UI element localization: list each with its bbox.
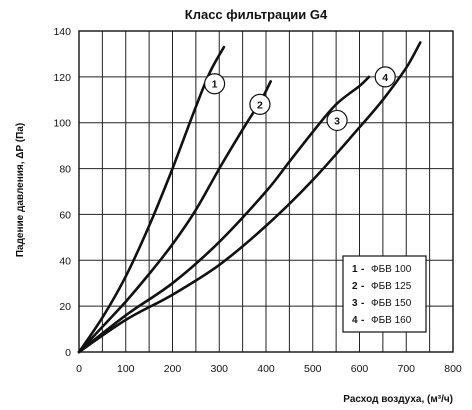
legend-item-dash: - (361, 315, 364, 326)
legend-item: 4- ФБВ 160 (352, 315, 412, 326)
legend-item-label: ФБВ 100 (371, 264, 412, 275)
legend-item-label: ФБВ 125 (371, 281, 412, 292)
series-marker-label: 1 (212, 79, 218, 91)
legend-item-number: 3 (352, 298, 358, 309)
series-marker-2: 2 (249, 93, 271, 115)
series-marker-label: 4 (382, 72, 388, 84)
y-axis-label: Падение давления, ΔP (Па) (15, 123, 26, 257)
legend-item: 1- ФБВ 100 (352, 264, 412, 275)
x-tick-label: 300 (210, 363, 228, 375)
y-tick-label: 0 (65, 347, 71, 359)
series-marker-3: 3 (326, 109, 348, 132)
y-tick-label: 60 (59, 209, 71, 221)
legend-item-dash: - (361, 281, 364, 292)
x-tick-label: 400 (257, 363, 275, 375)
chart-title: Класс фильтрации G4 (185, 7, 328, 22)
legend-item-number: 4 (352, 315, 358, 326)
x-tick-label: 800 (444, 363, 462, 375)
y-tick-label: 120 (53, 72, 71, 84)
x-tick-label: 700 (397, 363, 415, 375)
y-tick-label: 40 (59, 255, 71, 267)
legend-item: 3- ФБВ 150 (352, 298, 412, 309)
legend-item-label: ФБВ 160 (371, 315, 412, 326)
x-tick-label: 600 (351, 363, 369, 375)
legend-item-number: 1 (352, 264, 358, 275)
tick-labels: 0 100 200 300 400 500 600 700 800 0 20 40 60 80 100 120… (53, 26, 461, 375)
series-line-3 (77, 75, 371, 354)
legend-item-number: 2 (352, 281, 358, 292)
series-marker-circle (374, 66, 396, 88)
x-axis-label: Расход воздуха, (м³/ч) (343, 394, 453, 405)
series-markers: 1 2 3 4 (203, 66, 396, 132)
series-marker-circle (203, 73, 226, 95)
series-marker-label: 2 (257, 99, 263, 111)
series-marker-circle (249, 93, 271, 115)
legend-item-label: ФБВ 150 (371, 298, 412, 309)
plot-frame (78, 30, 454, 353)
x-tick-label: 200 (164, 363, 182, 375)
series-marker-circle (326, 109, 348, 132)
y-tick-label: 100 (53, 118, 71, 130)
series-marker-1: 1 (203, 73, 226, 95)
legend-box (342, 255, 427, 333)
series-line-4 (77, 41, 422, 354)
y-tick-label: 80 (59, 164, 71, 176)
legend-item-dash: - (361, 264, 364, 275)
y-tick-label: 20 (59, 301, 71, 313)
x-tick-label: 500 (304, 363, 322, 375)
series-marker-label: 3 (334, 115, 340, 127)
x-tick-label: 100 (117, 363, 135, 375)
y-tick-label: 140 (53, 26, 71, 38)
legend-item-dash: - (361, 298, 364, 309)
x-tick-label: 0 (76, 363, 82, 375)
series-line-2 (77, 80, 272, 354)
legend-item: 2- ФБВ 125 (352, 281, 412, 292)
series-marker-4: 4 (374, 66, 396, 88)
